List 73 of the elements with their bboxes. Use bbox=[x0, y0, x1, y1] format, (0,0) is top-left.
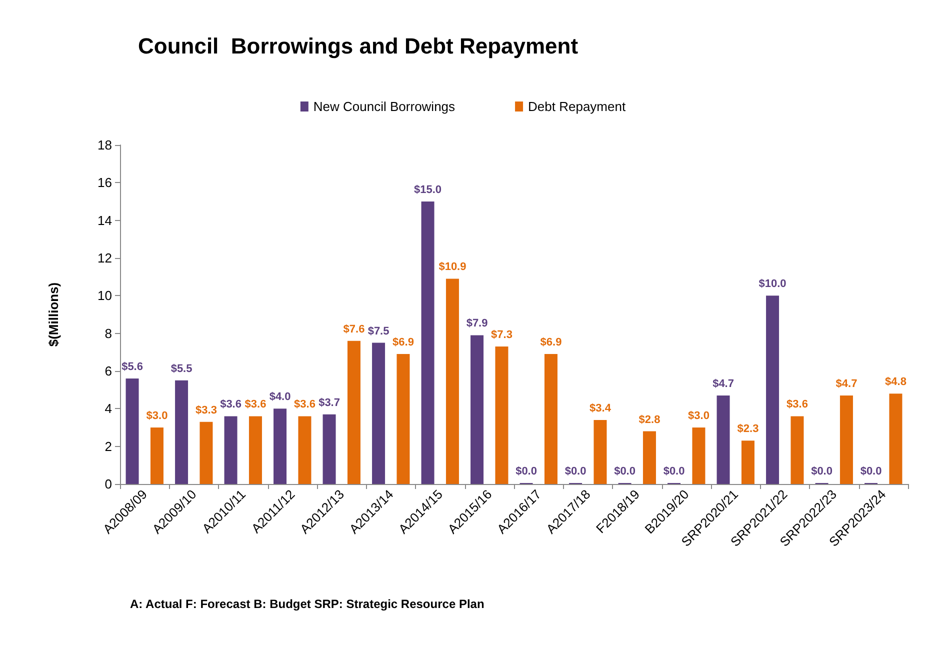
y-tick-label: 6 bbox=[104, 364, 112, 378]
bar bbox=[840, 395, 853, 484]
data-label: $0.0 bbox=[614, 466, 636, 478]
data-label: $5.5 bbox=[170, 362, 192, 375]
data-label: $6.9 bbox=[540, 336, 562, 349]
data-label: $2.3 bbox=[737, 423, 759, 436]
bar bbox=[716, 395, 730, 484]
data-label: $0.0 bbox=[663, 466, 685, 478]
data-label: $3.6 bbox=[294, 398, 316, 411]
y-tick-label: 16 bbox=[98, 175, 112, 190]
data-label: $2.8 bbox=[638, 414, 660, 426]
data-label: $5.6 bbox=[122, 361, 143, 374]
bar bbox=[372, 342, 386, 484]
data-label: $6.9 bbox=[392, 336, 414, 349]
bar bbox=[790, 416, 804, 484]
bar bbox=[446, 278, 459, 484]
data-label: $3.0 bbox=[688, 410, 710, 422]
legend-label: Debt Repayment bbox=[528, 99, 626, 114]
data-label: $0.0 bbox=[564, 466, 586, 478]
bar bbox=[421, 202, 434, 484]
bar bbox=[692, 428, 706, 484]
data-label: $3.6 bbox=[786, 398, 808, 411]
y-tick-label: 0 bbox=[104, 476, 112, 492]
bar bbox=[200, 422, 213, 484]
data-label: $7.6 bbox=[343, 323, 365, 336]
data-label: $10.0 bbox=[758, 278, 786, 290]
data-label: $3.7 bbox=[318, 396, 340, 409]
bar bbox=[175, 380, 188, 484]
bar bbox=[224, 416, 238, 484]
bar bbox=[766, 296, 780, 484]
data-label: $0.0 bbox=[860, 466, 882, 478]
bar bbox=[889, 394, 902, 484]
data-label: $15.0 bbox=[414, 184, 442, 196]
bar bbox=[298, 416, 312, 484]
y-tick-label: 18 bbox=[98, 138, 112, 152]
bar bbox=[126, 378, 139, 484]
data-label: $0.0 bbox=[811, 466, 832, 478]
bar bbox=[322, 414, 336, 484]
data-label: $7.9 bbox=[466, 318, 488, 330]
bar bbox=[741, 440, 754, 484]
data-label: $4.7 bbox=[836, 378, 858, 390]
data-label: $3.4 bbox=[590, 402, 612, 414]
data-label: $3.6 bbox=[220, 398, 242, 411]
y-tick-label: 10 bbox=[98, 288, 112, 304]
bar bbox=[470, 335, 484, 484]
data-label: $10.9 bbox=[438, 261, 466, 274]
bar bbox=[274, 408, 287, 484]
data-label: $4.7 bbox=[712, 378, 734, 390]
data-label: $3.6 bbox=[244, 398, 266, 411]
y-tick-label: 8 bbox=[104, 326, 112, 341]
bar bbox=[594, 420, 607, 484]
y-tick-label: 12 bbox=[98, 250, 112, 266]
bar bbox=[495, 346, 508, 484]
bar bbox=[347, 340, 360, 484]
bar bbox=[396, 354, 410, 484]
legend-label: New Council Borrowings bbox=[313, 99, 456, 114]
bar bbox=[544, 354, 558, 484]
y-axis-title: $(Millions) bbox=[46, 282, 61, 347]
data-label: $4.8 bbox=[885, 376, 906, 388]
data-label: $3.3 bbox=[196, 404, 217, 416]
data-label: $7.5 bbox=[368, 325, 390, 338]
data-label: $0.0 bbox=[516, 466, 537, 478]
y-tick-label: 2 bbox=[104, 438, 112, 454]
text: A: Actual F: Forecast B: Budget SRP: Strategic Resource Plan bbox=[130, 597, 484, 611]
y-tick-label: 4 bbox=[104, 401, 112, 416]
bar bbox=[248, 416, 262, 484]
chart-title: Council Borrowings and Debt Repayment bbox=[138, 34, 579, 58]
data-label: $7.3 bbox=[491, 329, 512, 342]
bar bbox=[642, 431, 656, 484]
data-label: $4.0 bbox=[269, 391, 291, 404]
bar bbox=[150, 428, 164, 484]
data-label: $3.0 bbox=[146, 410, 168, 422]
y-tick-label: 14 bbox=[98, 212, 112, 228]
